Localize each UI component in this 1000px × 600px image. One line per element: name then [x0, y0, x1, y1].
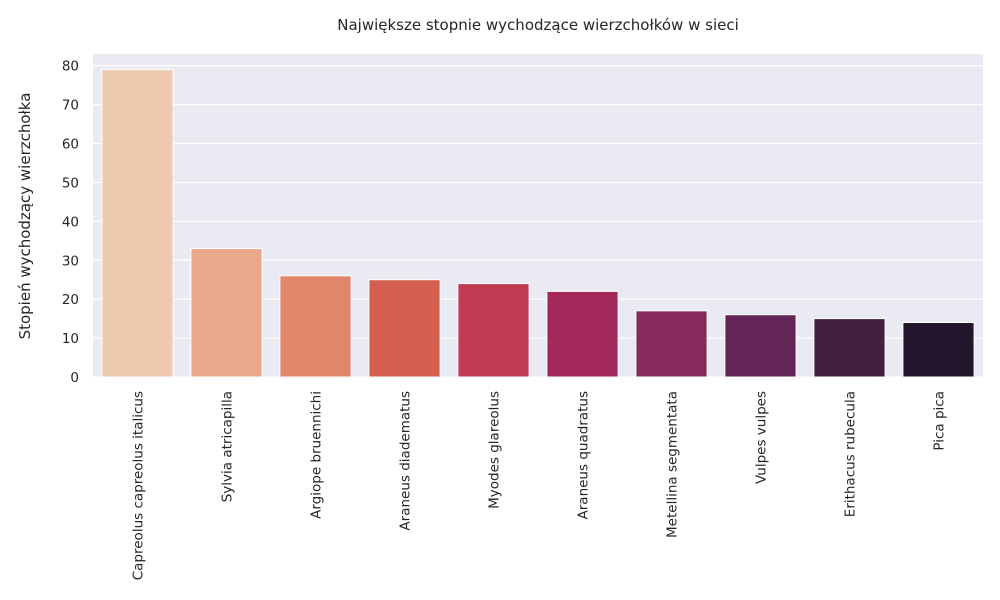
y-tick-label: 80: [62, 59, 79, 75]
bar: [724, 314, 797, 378]
y-tick-label: 60: [62, 137, 79, 153]
x-tick-label: Erithacus rubecula: [843, 391, 859, 517]
x-tick-label: Sylvia atricapilla: [220, 391, 236, 502]
y-tick-label: 50: [62, 175, 79, 191]
x-tick-label: Argiope bruennichi: [309, 391, 325, 519]
x-tick-label: Myodes glareolus: [487, 391, 503, 509]
x-tick-labels: Capreolus capreolus italicus Sylvia atric…: [131, 391, 948, 580]
bar: [190, 248, 263, 378]
y-tick-label: 30: [62, 253, 79, 269]
bar: [457, 283, 530, 378]
x-tick-label: Pica pica: [932, 391, 948, 451]
x-tick-label: Araneus quadratus: [576, 391, 592, 519]
x-tick-label: Vulpes vulpes: [754, 391, 770, 484]
bars: [101, 69, 975, 378]
bar: [902, 322, 975, 378]
y-tick-label: 70: [62, 98, 79, 114]
bar: [635, 310, 708, 378]
y-axis-label: Stopień wychodzący wierzchołka: [16, 93, 34, 340]
y-tick-label: 40: [62, 214, 79, 230]
chart-title: Największe stopnie wychodzące wierzchołk…: [337, 16, 739, 34]
bar: [546, 290, 619, 378]
x-tick-label: Capreolus capreolus italicus: [131, 391, 147, 580]
y-tick-label: 0: [70, 370, 79, 386]
x-tick-label: Metellina segmentata: [665, 391, 681, 538]
x-tick-label: Araneus diadematus: [398, 391, 414, 531]
bar: [279, 275, 352, 378]
y-tick-labels: 0 10 20 30 40 50 60 70 80: [62, 59, 79, 386]
bar: [813, 318, 886, 378]
y-tick-label: 20: [62, 292, 79, 308]
bar: [368, 279, 441, 378]
y-tick-label: 10: [62, 331, 79, 347]
bar: [101, 69, 174, 378]
